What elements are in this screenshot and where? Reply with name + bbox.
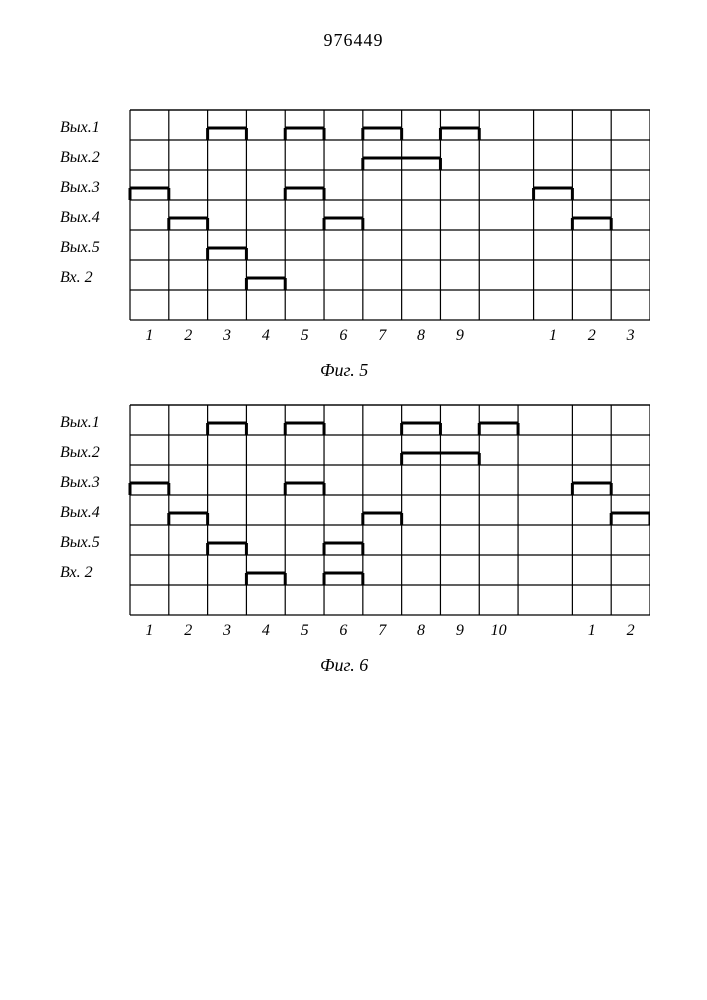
x-tick: 8 bbox=[417, 622, 425, 639]
x-tick: 9 bbox=[456, 622, 464, 639]
row-label: Вх. 2 bbox=[60, 269, 93, 286]
figure-fig5: Вых.1 Вых.2 Вых.3 Вых.4 Вых.5 Вх. 2 1 2 3 4 5 6 7 8 9 1… bbox=[60, 100, 650, 360]
row-label: Вых.2 bbox=[60, 444, 100, 461]
row-label: Вых.1 bbox=[60, 119, 100, 136]
x-tick: 2 bbox=[627, 622, 635, 639]
row-label: Вых.4 bbox=[60, 209, 100, 226]
x-tick: 8 bbox=[417, 327, 425, 344]
row-label: Вых.5 bbox=[60, 534, 100, 551]
x-tick: 1 bbox=[145, 622, 153, 639]
row-label: Вых.3 bbox=[60, 474, 100, 491]
page-number: 976449 bbox=[0, 30, 707, 51]
x-tick: 10 bbox=[491, 622, 507, 639]
row-label: Вх. 2 bbox=[60, 564, 93, 581]
figure-caption: Фиг. 6 bbox=[320, 655, 368, 676]
x-tick: 1 bbox=[588, 622, 596, 639]
x-tick: 3 bbox=[626, 327, 635, 344]
x-tick: 5 bbox=[301, 622, 309, 639]
x-tick: 1 bbox=[549, 327, 557, 344]
x-tick: 6 bbox=[339, 327, 347, 344]
page: 976449 Вых.1Вых.2Вых.3Вых.4Вых.5Вх. 2123… bbox=[0, 0, 707, 1000]
x-tick: 2 bbox=[588, 327, 596, 344]
x-tick: 4 bbox=[262, 622, 270, 639]
x-tick: 7 bbox=[378, 622, 387, 639]
x-tick: 3 bbox=[222, 327, 231, 344]
x-tick: 6 bbox=[339, 622, 347, 639]
row-label: Вых.1 bbox=[60, 414, 100, 431]
x-tick: 4 bbox=[262, 327, 270, 344]
figure-fig6: Вых.1 Вых.2 Вых.3 Вых.4 Вых.5 Вх. 2 1 2 3 4 5 6 7 8 9 1… bbox=[60, 395, 650, 655]
x-tick: 5 bbox=[301, 327, 309, 344]
timing-diagram: Вых.1 Вых.2 Вых.3 Вых.4 Вых.5 Вх. 2 1 2 3 4 5 6 7 8 9 1… bbox=[60, 395, 650, 655]
x-tick: 3 bbox=[222, 622, 231, 639]
figure-caption: Фиг. 5 bbox=[320, 360, 368, 381]
x-tick: 9 bbox=[456, 327, 464, 344]
row-label: Вых.4 bbox=[60, 504, 100, 521]
timing-diagram: Вых.1 Вых.2 Вых.3 Вых.4 Вых.5 Вх. 2 1 2 3 4 5 6 7 8 9 1… bbox=[60, 100, 650, 360]
x-tick: 2 bbox=[184, 622, 192, 639]
row-label: Вых.3 bbox=[60, 179, 100, 196]
x-tick: 1 bbox=[145, 327, 153, 344]
row-label: Вых.2 bbox=[60, 149, 100, 166]
row-label: Вых.5 bbox=[60, 239, 100, 256]
x-tick: 7 bbox=[378, 327, 387, 344]
x-tick: 2 bbox=[184, 327, 192, 344]
